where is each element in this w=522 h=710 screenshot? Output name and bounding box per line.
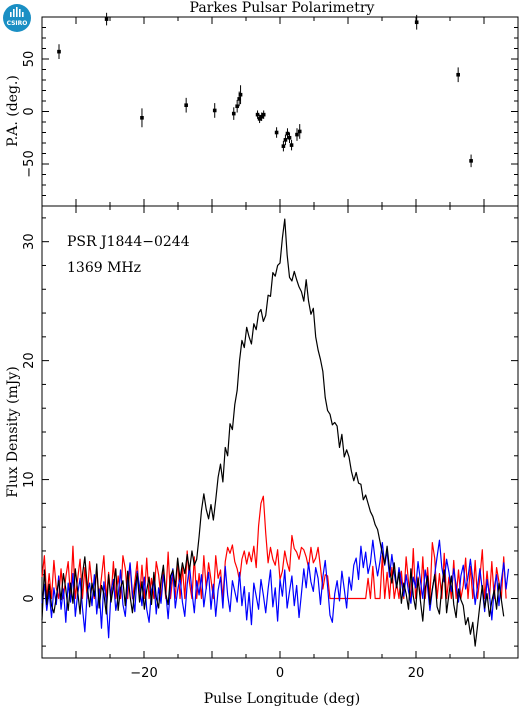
pa-marker — [261, 112, 266, 117]
pa-point — [140, 108, 144, 128]
flux-ytick-label: 0 — [22, 594, 37, 602]
flux-xtick-label: 20 — [408, 666, 425, 681]
pa-marker — [283, 138, 288, 142]
pa-marker — [289, 143, 294, 147]
csiro-logo: CSIRO — [3, 4, 31, 32]
pa-marker — [281, 144, 286, 148]
csiro-logo-circle — [3, 4, 31, 32]
pa-marker — [104, 17, 109, 21]
pa-marker — [274, 130, 279, 135]
pa-points — [57, 12, 473, 168]
pa-marker — [237, 97, 241, 101]
pa-panel-frame — [41, 16, 519, 207]
pa-point — [261, 110, 266, 119]
pa-marker — [414, 20, 419, 25]
pa-point — [255, 110, 260, 119]
flux-ylabel: Flux Density (mJy) — [5, 366, 21, 497]
flux-xlabel: Pulse Longitude (deg) — [204, 691, 361, 707]
pa-ylabel: P.A. (deg.) — [5, 75, 21, 147]
csiro-logo-text: CSIRO — [7, 20, 28, 27]
pa-marker — [297, 129, 302, 134]
flux-ticks: −20 0 20 0 10 20 30 — [22, 206, 519, 681]
pa-point — [469, 154, 473, 168]
pa-marker — [259, 114, 264, 119]
csiro-logo-bars — [10, 7, 24, 17]
pa-marker — [235, 104, 239, 109]
pa-point — [259, 112, 264, 121]
pa-point — [283, 134, 288, 146]
pa-ytick-label: 0 — [22, 107, 37, 115]
pa-marker — [57, 49, 61, 54]
flux-ytick-label: 10 — [22, 471, 37, 488]
pa-point — [289, 139, 294, 151]
pa-point — [235, 99, 239, 113]
pa-marker — [212, 108, 217, 113]
pa-marker — [287, 135, 292, 140]
pa-marker — [184, 103, 188, 107]
pa-point — [238, 85, 243, 105]
total-intensity-line — [41, 218, 505, 647]
pa-ticks: −50 0 50 — [22, 17, 519, 206]
pa-marker — [456, 72, 460, 77]
pa-point — [184, 97, 188, 113]
linear-polarization-line — [41, 495, 507, 600]
pa-point — [297, 124, 302, 139]
flux-panel: −20 0 20 0 10 20 30 PSR J1844−0244 1369 MHz Fl… — [5, 205, 519, 707]
pulsar-name: PSR J1844−0244 — [67, 234, 190, 250]
pa-point — [456, 67, 460, 83]
pa-marker — [295, 132, 299, 137]
flux-ytick-label: 20 — [22, 352, 37, 369]
flux-xtick-label: 0 — [276, 666, 284, 681]
pa-point — [295, 128, 299, 141]
pa-point — [281, 140, 286, 152]
pa-marker — [257, 117, 262, 121]
pa-point — [231, 107, 236, 120]
pa-point — [274, 127, 279, 138]
pa-point — [104, 12, 109, 26]
circular-polarization-line — [41, 539, 510, 639]
pa-point — [212, 103, 217, 118]
pa-marker — [285, 131, 290, 136]
pa-marker — [255, 112, 260, 117]
pa-panel: −50 0 50 P.A. (deg.) — [5, 12, 519, 207]
pa-point — [287, 132, 292, 143]
flux-lines — [41, 218, 510, 647]
figure-title: Parkes Pulsar Polarimetry — [190, 0, 375, 16]
pa-marker — [231, 111, 236, 116]
flux-ytick-label: 30 — [22, 233, 37, 250]
observing-frequency: 1369 MHz — [67, 260, 141, 276]
pa-point — [414, 14, 419, 30]
pa-marker — [469, 159, 473, 163]
pa-ytick-label: 50 — [22, 51, 37, 68]
pa-marker — [238, 92, 243, 97]
pa-point — [285, 128, 290, 139]
pa-point — [57, 44, 61, 59]
pa-ytick-label: −50 — [22, 150, 37, 177]
flux-xtick-label: −20 — [130, 666, 157, 681]
pa-point — [257, 114, 262, 124]
pa-marker — [140, 116, 144, 120]
